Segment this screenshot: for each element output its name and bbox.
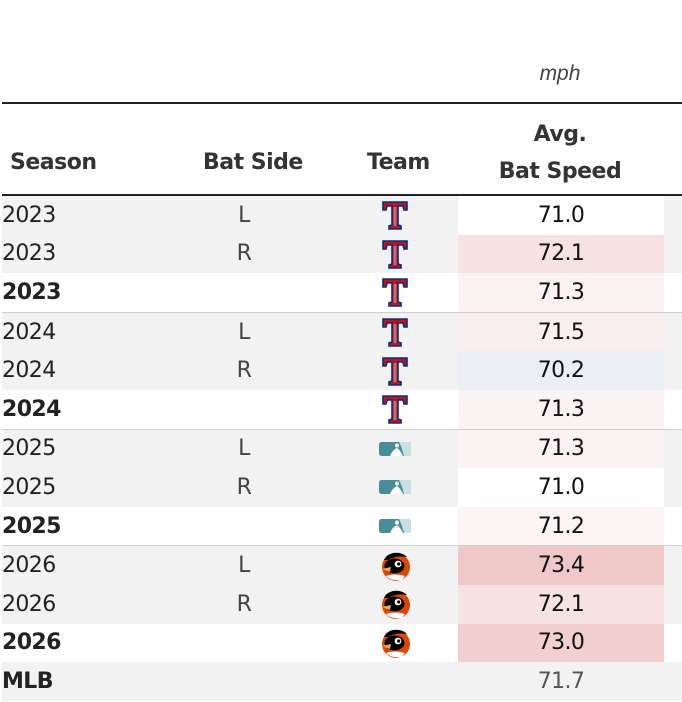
table-row: 2023 R 72.1 — [2, 234, 682, 274]
season-cell: 2025 — [2, 474, 56, 500]
avg-bat-speed-cell: 71.3 — [458, 273, 664, 312]
bat-side-cell — [222, 390, 266, 429]
season-cell: 2026 — [2, 553, 56, 579]
unit-label: mph — [539, 62, 581, 85]
bat-side-cell: L — [238, 319, 250, 345]
table-row: 2024 R 70.2 — [2, 351, 682, 390]
table-row: 2024 L 71.5 — [2, 311, 682, 352]
avg-bat-speed-cell: 72.1 — [458, 234, 664, 274]
mlb-logo — [378, 468, 412, 507]
table-row: 2026 R 72.1 — [2, 584, 682, 624]
bat-side-cell: R — [236, 591, 252, 617]
season-cell: MLB — [2, 668, 53, 694]
texas-rangers-logo — [378, 390, 412, 429]
header-bat-side: Bat Side — [203, 150, 303, 175]
table-row: 2025 R 71.0 — [2, 468, 682, 507]
avg-bat-speed-cell: 70.2 — [458, 351, 664, 390]
bat-side-cell — [222, 507, 266, 546]
table-row: 2023 71.3 — [2, 273, 682, 312]
header-avg-bat-speed: Avg. Bat Speed — [458, 116, 662, 190]
season-cell: 2023 — [2, 202, 56, 228]
table-row: 2023 L 71.0 — [2, 196, 682, 235]
table-row: 2024 71.3 — [2, 389, 682, 429]
table-row: MLB 71.7 — [2, 662, 682, 701]
avg-bat-speed-cell: 71.0 — [458, 468, 664, 507]
team-cell-empty — [378, 662, 412, 701]
table-row: 2026 73.0 — [2, 623, 682, 663]
season-cell: 2023 — [2, 279, 61, 305]
table-row: 2026 L 73.4 — [2, 545, 682, 585]
avg-bat-speed-cell: 73.4 — [458, 546, 664, 585]
bat-side-cell: L — [238, 202, 250, 228]
season-cell: 2023 — [2, 241, 56, 267]
avg-bat-speed-cell: 71.2 — [458, 506, 664, 546]
avg-bat-speed-cell: 72.1 — [458, 584, 664, 624]
texas-rangers-logo — [378, 273, 412, 312]
bat-side-cell: R — [236, 241, 252, 267]
baltimore-orioles-logo — [378, 546, 412, 585]
bat-side-cell — [222, 662, 266, 701]
season-cell: 2026 — [2, 591, 56, 617]
mlb-logo — [378, 430, 412, 469]
table-row: 2025 L 71.3 — [2, 428, 682, 469]
header-avg-bat-speed-line2: Bat Speed — [498, 159, 622, 184]
season-cell: 2024 — [2, 319, 56, 345]
avg-bat-speed-cell: 71.3 — [458, 389, 664, 429]
header-rule — [2, 194, 682, 196]
baltimore-orioles-logo — [378, 585, 412, 624]
table-row: 2025 71.2 — [2, 506, 682, 546]
season-cell: 2025 — [2, 436, 56, 462]
avg-bat-speed-cell: 71.0 — [458, 196, 664, 235]
baltimore-orioles-logo — [378, 624, 412, 663]
bat-side-cell — [222, 624, 266, 663]
table-body: 2023 L 71.0 2023 R 72.1 2023 71.3 2024 L 71.5 2024 R… — [2, 196, 682, 701]
bat-side-cell: R — [236, 358, 252, 384]
avg-bat-speed-cell: 71.7 — [537, 668, 585, 694]
mlb-logo — [378, 507, 412, 546]
bat-side-cell — [222, 273, 266, 312]
season-cell: 2026 — [2, 630, 61, 656]
bat-side-cell: L — [238, 436, 250, 462]
texas-rangers-logo — [378, 351, 412, 390]
bat-side-cell: R — [236, 474, 252, 500]
avg-bat-speed-cell: 71.5 — [458, 312, 664, 352]
season-cell: 2025 — [2, 513, 61, 539]
texas-rangers-logo — [378, 196, 412, 235]
avg-bat-speed-cell: 73.0 — [458, 623, 664, 663]
header-avg-bat-speed-line1: Avg. — [533, 122, 587, 147]
header-team: Team — [367, 150, 430, 175]
texas-rangers-logo — [378, 235, 412, 274]
season-cell: 2024 — [2, 358, 56, 384]
header-season: Season — [10, 150, 97, 175]
bat-side-cell: L — [238, 553, 250, 579]
top-rule — [2, 102, 682, 104]
texas-rangers-logo — [378, 313, 412, 352]
avg-bat-speed-cell: 71.3 — [458, 429, 664, 469]
season-cell: 2024 — [2, 396, 61, 422]
